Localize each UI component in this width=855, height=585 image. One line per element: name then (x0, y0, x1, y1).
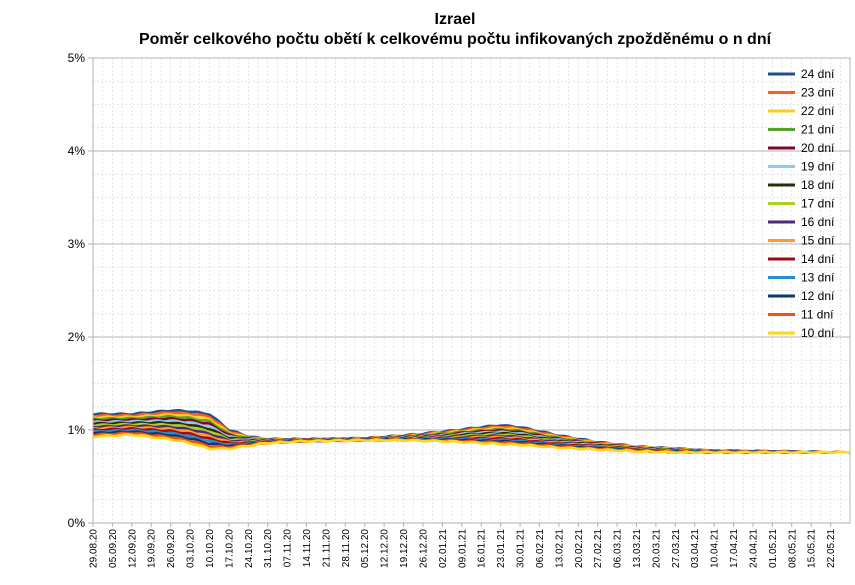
legend-label-20: 20 dní (801, 141, 835, 155)
x-tick-label: 10.10.20 (205, 529, 216, 568)
x-tick-label: 20.02.21 (574, 529, 585, 568)
legend-label-21: 21 dní (801, 123, 835, 137)
x-tick-label: 22.05.21 (826, 529, 837, 568)
x-tick-label: 08.05.21 (787, 529, 798, 568)
x-tick-label: 17.10.20 (224, 529, 235, 568)
x-tick-label: 06.02.21 (535, 529, 546, 568)
chart-title: Izrael (435, 11, 476, 28)
x-tick-label: 27.03.21 (671, 529, 682, 568)
x-tick-label: 15.05.21 (807, 529, 818, 568)
x-tick-label: 01.05.21 (768, 529, 779, 568)
x-tick-label: 09.01.21 (457, 529, 468, 568)
legend-label-23: 23 dní (801, 86, 835, 100)
y-tick-label: 5% (68, 51, 86, 65)
x-tick-label: 30.01.21 (516, 529, 527, 568)
y-axis: 0% 1% 2% 3% 4% 5% (68, 51, 93, 530)
x-tick-label: 16.01.21 (477, 529, 488, 568)
x-tick-label: 26.09.20 (166, 529, 177, 568)
legend-label-13: 13 dní (801, 271, 835, 285)
legend-label-12: 12 dní (801, 289, 835, 303)
x-tick-label: 31.10.20 (263, 529, 274, 568)
grid (92, 57, 851, 524)
x-tick-label: 27.02.21 (593, 529, 604, 568)
x-tick-label: 05.12.20 (360, 529, 371, 568)
x-tick-label: 06.03.21 (613, 529, 624, 568)
x-tick-label: 17.04.21 (729, 529, 740, 568)
legend-label-22: 22 dní (801, 104, 835, 118)
x-tick-label: 13.02.21 (554, 529, 565, 568)
plot-frame (92, 57, 851, 524)
legend: 24 dní 23 dní 22 dní 21 dní 20 dní 19 dní 18 d… (768, 67, 835, 340)
legend-label-15: 15 dní (801, 234, 835, 248)
x-tick-label: 28.11.20 (341, 529, 352, 568)
y-tick-label: 2% (68, 330, 86, 344)
x-tick-label: 13.03.21 (632, 529, 643, 568)
x-tick-label: 12.09.20 (127, 529, 138, 568)
x-tick-label: 07.11.20 (283, 529, 294, 568)
x-tick-label: 05.09.20 (108, 529, 119, 568)
x-tick-label: 21.11.20 (321, 529, 332, 568)
x-tick-label: 03.10.20 (186, 529, 197, 568)
x-tick-label: 19.09.20 (147, 529, 158, 568)
legend-label-17: 17 dní (801, 197, 835, 211)
legend-label-14: 14 dní (801, 252, 835, 266)
legend-label-16: 16 dní (801, 215, 835, 229)
x-tick-label: 12.12.20 (380, 529, 391, 568)
y-tick-label: 4% (68, 144, 86, 158)
x-tick-label: 26.12.20 (418, 529, 429, 568)
plot-area (92, 408, 851, 455)
x-tick-label: 29.08.20 (89, 529, 100, 568)
x-tick-label: 23.01.21 (496, 529, 507, 568)
y-tick-label: 0% (68, 516, 86, 530)
x-tick-label: 10.04.21 (710, 529, 721, 568)
legend-label-19: 19 dní (801, 160, 835, 174)
legend-label-11: 11 dní (801, 308, 834, 322)
x-tick-label: 19.12.20 (399, 529, 410, 568)
legend-label-10: 10 dní (801, 326, 835, 340)
legend-label-18: 18 dní (801, 178, 835, 192)
y-tick-label: 3% (68, 237, 86, 251)
x-tick-label: 24.10.20 (244, 529, 255, 568)
legend-label-24: 24 dní (801, 67, 835, 81)
x-tick-label: 02.01.21 (438, 529, 449, 568)
chart-subtitle: Poměr celkového počtu obětí k celkovému … (139, 31, 772, 48)
x-tick-label: 24.04.21 (748, 529, 759, 568)
x-axis: 29.08.20 05.09.20 12.09.20 19.09.20 26.09.20… (89, 523, 837, 568)
series-line-10 (92, 433, 851, 455)
x-tick-label: 20.03.21 (651, 529, 662, 568)
x-tick-label: 03.04.21 (690, 529, 701, 568)
x-tick-label: 14.11.20 (302, 529, 313, 568)
y-tick-label: 1% (68, 423, 86, 437)
